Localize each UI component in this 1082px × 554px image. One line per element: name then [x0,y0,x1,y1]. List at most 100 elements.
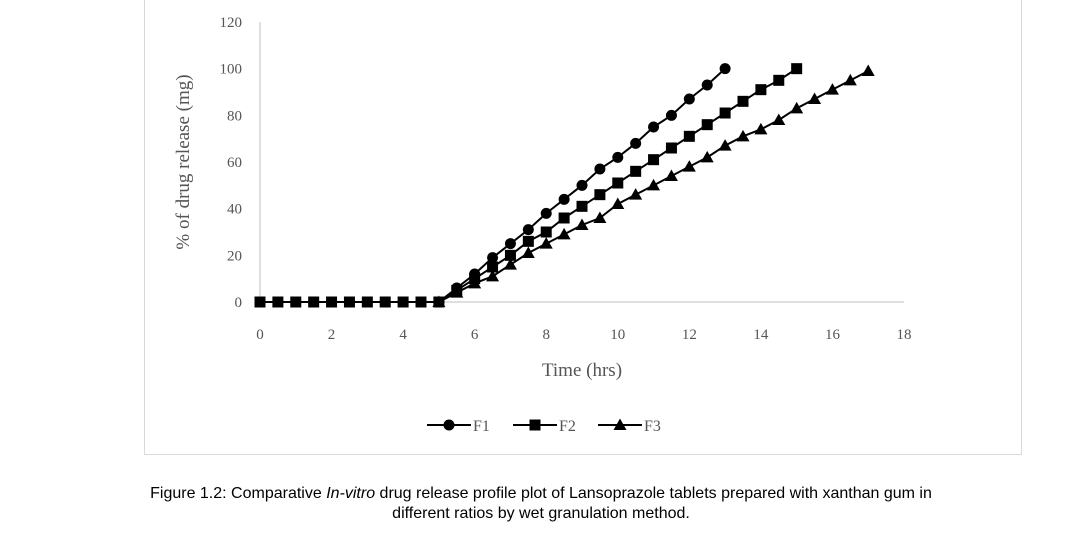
data-point-f3 [843,73,857,86]
release-profile-chart: 0 2 4 6 8 10 12 14 16 18 0 20 40 60 80 100 120 Time (hrs)… [173,15,912,435]
x-tick-label: 8 [542,327,550,343]
data-point-f3 [486,269,500,282]
data-point-f3 [754,122,768,135]
data-point-f3 [557,227,571,240]
data-point-f1 [665,109,677,121]
x-tick-label: 12 [682,327,697,343]
data-point-f3 [593,211,607,223]
data-point-f2 [504,249,516,261]
data-point-f3 [575,218,589,230]
data-point-f2 [773,74,785,86]
data-point-f2 [558,212,570,224]
data-point-f2 [326,296,338,308]
legend-label-f3: F3 [644,418,661,435]
data-point-f2 [594,189,606,201]
data-point-f2 [791,63,803,75]
data-point-f3 [647,178,661,191]
data-point-f3 [736,129,750,142]
series-line-f2 [260,67,798,303]
data-point-f2 [701,119,713,131]
x-tick-label: 0 [256,327,264,343]
data-point-f3 [825,83,839,95]
y-tick-label: 120 [220,15,243,31]
data-point-f3 [611,197,625,209]
data-point-f2 [254,296,266,308]
data-point-f1 [576,179,588,191]
y-tick-label: 80 [227,108,242,124]
data-point-f2 [719,107,731,119]
data-point-f3 [468,276,482,289]
data-point-f3 [629,188,643,200]
x-tick-label: 14 [753,327,769,343]
data-point-f3 [503,258,517,270]
data-point-f2 [415,296,427,308]
data-point-f2 [737,95,749,107]
legend-marker-f2 [529,419,541,431]
data-point-f3 [521,246,535,258]
y-tick-label: 0 [235,295,243,311]
data-point-f2 [343,296,355,308]
data-point-f3 [861,64,875,76]
y-tick-label: 40 [227,202,242,218]
data-point-f1 [522,224,534,236]
caption-suffix: drug release profile plot of Lansoprazol… [375,485,932,502]
data-point-f2 [630,165,642,177]
data-point-f1 [504,238,516,250]
y-tick-label: 20 [227,248,242,264]
data-point-f2 [612,177,624,189]
data-point-f2 [361,296,373,308]
x-tick-label: 2 [328,327,336,343]
data-point-f1 [683,93,695,105]
data-point-f2 [755,84,767,96]
x-tick-label: 4 [399,327,407,343]
data-point-f2 [665,142,677,154]
data-point-f2 [308,296,320,308]
data-point-f1 [558,193,570,205]
data-point-f1 [630,137,642,149]
data-point-f1 [540,207,552,219]
legend-label-f2: F2 [559,418,576,435]
data-point-f1 [648,121,660,133]
data-point-f3 [772,113,786,125]
chart-frame [144,0,1022,455]
data-point-f2 [272,296,284,308]
data-point-f2 [522,235,534,247]
data-point-f3 [432,295,446,307]
x-tick-label: 6 [471,327,479,343]
data-point-f1 [594,163,606,175]
legend-label-f1: F1 [473,418,490,435]
data-point-f3 [808,92,822,104]
data-point-f1 [487,252,499,264]
data-point-f3 [450,286,464,298]
y-tick-label: 100 [220,62,243,78]
data-point-f3 [790,101,804,114]
x-tick-label: 18 [897,327,912,343]
legend-marker-f3 [613,418,627,430]
data-point-f3 [664,169,678,181]
data-point-f1 [612,151,624,163]
y-axis-title: % of drug release (mg) [173,74,194,249]
x-tick-label: 16 [825,327,841,343]
caption-prefix: Figure 1.2: Comparative [150,485,327,502]
x-tick-label: 10 [610,327,625,343]
data-point-f2 [540,226,552,238]
data-point-f1 [701,79,713,91]
data-point-f2 [648,154,660,166]
data-point-f1 [719,63,731,75]
y-tick-label: 60 [227,155,242,171]
figure-caption: Figure 1.2: Comparative In-vitro drug re… [0,484,1082,524]
data-point-f2 [290,296,302,308]
caption-line2: different ratios by wet granulation meth… [392,505,690,522]
x-axis-title: Time (hrs) [542,360,622,381]
data-point-f3 [539,237,553,249]
data-point-f2 [379,296,391,308]
data-point-f2 [397,296,409,308]
data-point-f3 [718,139,732,151]
data-point-f2 [487,261,499,273]
legend-marker-f1 [443,419,455,431]
caption-italic: In-vitro [326,485,376,502]
data-point-f3 [682,160,696,172]
data-point-f2 [683,130,695,142]
data-point-f2 [576,200,588,212]
data-point-f3 [700,150,714,163]
